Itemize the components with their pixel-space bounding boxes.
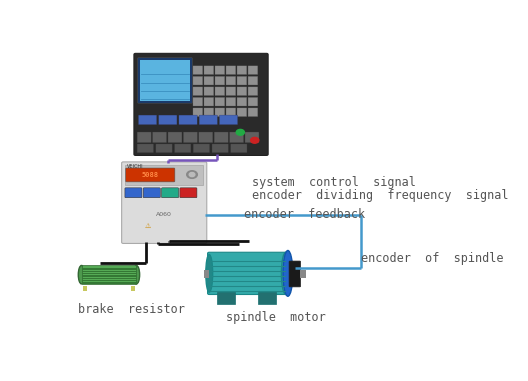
Text: encoder  dividing  frequency  signal: encoder dividing frequency signal [252, 189, 508, 202]
FancyBboxPatch shape [248, 87, 258, 96]
FancyBboxPatch shape [215, 108, 225, 117]
FancyBboxPatch shape [143, 188, 161, 198]
FancyBboxPatch shape [193, 66, 203, 74]
Circle shape [189, 173, 195, 177]
FancyBboxPatch shape [134, 53, 268, 155]
Text: brake  resistor: brake resistor [78, 303, 185, 316]
FancyBboxPatch shape [237, 66, 247, 74]
FancyBboxPatch shape [248, 66, 258, 74]
FancyBboxPatch shape [237, 108, 247, 117]
FancyBboxPatch shape [248, 98, 258, 106]
FancyBboxPatch shape [168, 132, 182, 142]
FancyBboxPatch shape [156, 144, 172, 152]
Text: VEICHI: VEICHI [127, 164, 143, 169]
Ellipse shape [78, 266, 85, 284]
Text: spindle  motor: spindle motor [225, 311, 325, 323]
FancyBboxPatch shape [175, 144, 191, 152]
FancyBboxPatch shape [159, 115, 177, 125]
Text: encoder  of  spindle: encoder of spindle [361, 252, 503, 265]
Circle shape [236, 130, 244, 135]
FancyBboxPatch shape [137, 144, 154, 152]
Text: 5088: 5088 [142, 172, 159, 178]
FancyBboxPatch shape [180, 188, 197, 198]
FancyBboxPatch shape [153, 132, 166, 142]
FancyBboxPatch shape [258, 292, 276, 304]
FancyBboxPatch shape [245, 132, 259, 142]
Text: system  control  signal: system control signal [252, 176, 416, 189]
FancyBboxPatch shape [208, 252, 287, 295]
FancyBboxPatch shape [215, 98, 225, 106]
FancyBboxPatch shape [137, 132, 151, 142]
FancyBboxPatch shape [199, 115, 218, 125]
FancyBboxPatch shape [83, 286, 87, 291]
FancyBboxPatch shape [214, 132, 228, 142]
FancyBboxPatch shape [199, 132, 213, 142]
Ellipse shape [206, 255, 213, 292]
Ellipse shape [281, 252, 290, 295]
FancyBboxPatch shape [237, 98, 247, 106]
Text: A060: A060 [156, 212, 172, 217]
Text: ⚠: ⚠ [145, 223, 151, 229]
FancyBboxPatch shape [126, 168, 175, 182]
FancyBboxPatch shape [226, 98, 235, 106]
FancyBboxPatch shape [226, 87, 235, 96]
FancyBboxPatch shape [231, 144, 247, 152]
FancyBboxPatch shape [204, 270, 209, 278]
FancyBboxPatch shape [183, 132, 197, 142]
FancyBboxPatch shape [204, 87, 214, 96]
FancyBboxPatch shape [130, 286, 135, 291]
FancyBboxPatch shape [140, 60, 190, 101]
FancyBboxPatch shape [226, 66, 235, 74]
FancyBboxPatch shape [237, 87, 247, 96]
FancyBboxPatch shape [226, 77, 235, 85]
FancyBboxPatch shape [289, 261, 300, 287]
Ellipse shape [133, 266, 139, 284]
FancyBboxPatch shape [219, 115, 238, 125]
Ellipse shape [283, 250, 293, 296]
FancyBboxPatch shape [204, 77, 214, 85]
FancyBboxPatch shape [237, 77, 247, 85]
FancyBboxPatch shape [204, 98, 214, 106]
FancyBboxPatch shape [248, 108, 258, 117]
FancyBboxPatch shape [215, 66, 225, 74]
FancyBboxPatch shape [193, 98, 203, 106]
FancyBboxPatch shape [81, 266, 136, 284]
FancyBboxPatch shape [248, 77, 258, 85]
FancyBboxPatch shape [215, 77, 225, 85]
FancyBboxPatch shape [125, 188, 142, 198]
FancyBboxPatch shape [212, 144, 228, 152]
FancyBboxPatch shape [179, 115, 197, 125]
FancyBboxPatch shape [204, 108, 214, 117]
FancyBboxPatch shape [193, 87, 203, 96]
FancyBboxPatch shape [215, 87, 225, 96]
FancyBboxPatch shape [217, 292, 235, 304]
FancyBboxPatch shape [138, 115, 157, 125]
FancyBboxPatch shape [121, 162, 207, 243]
FancyBboxPatch shape [204, 66, 214, 74]
FancyBboxPatch shape [193, 77, 203, 85]
FancyBboxPatch shape [138, 58, 192, 103]
FancyBboxPatch shape [162, 188, 178, 198]
Circle shape [251, 138, 259, 143]
FancyBboxPatch shape [300, 270, 306, 278]
FancyBboxPatch shape [125, 165, 203, 185]
FancyBboxPatch shape [193, 108, 203, 117]
Circle shape [187, 171, 197, 178]
Text: encoder  feedback: encoder feedback [244, 208, 365, 221]
FancyBboxPatch shape [226, 108, 235, 117]
FancyBboxPatch shape [193, 144, 210, 152]
FancyBboxPatch shape [230, 132, 243, 142]
